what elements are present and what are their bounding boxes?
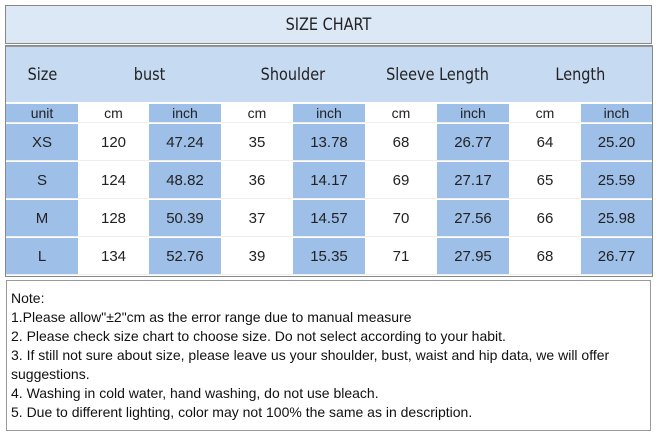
table-cell: 71 [365, 238, 437, 275]
title: SIZE CHART [285, 14, 372, 35]
table-cell: 134 [78, 238, 149, 275]
unit-cell: inch [293, 104, 365, 123]
column-header: bust [133, 64, 166, 85]
table-cell: 25.98 [581, 200, 652, 237]
table-cell: 27.17 [437, 162, 509, 199]
table-cell: M [6, 200, 78, 237]
table-cell: 47.24 [149, 124, 221, 161]
table-cell: 66 [509, 200, 581, 237]
table-cell: 68 [365, 124, 437, 161]
table-cell: 13.78 [293, 124, 365, 161]
note-line: 3. If still not sure about size, please … [11, 347, 610, 382]
column-header-cell: bust [78, 46, 221, 102]
note-line: 1.Please allow"±2"cm as the error range … [11, 309, 412, 325]
unit-cell: cm [78, 104, 149, 123]
table-cell: 27.95 [437, 238, 509, 275]
table-cell: 128 [78, 200, 149, 237]
table-cell: 124 [78, 162, 149, 199]
column-header-cell: Size [6, 46, 78, 102]
table-cell: 68 [509, 238, 581, 275]
table-cell: 25.20 [581, 124, 652, 161]
note-line: 5. Due to different lighting, color may … [11, 404, 473, 420]
note-line: 2. Please check size chart to choose siz… [11, 328, 506, 344]
column-header: Sleeve Length [385, 64, 489, 85]
table-cell: 48.82 [149, 162, 221, 199]
unit-cell: cm [221, 104, 293, 123]
note-line: 4. Washing in cold water, hand washing, … [11, 385, 379, 401]
unit-cell: unit [6, 104, 78, 123]
unit-cell: inch [581, 104, 652, 123]
notes: Note: 1.Please allow"±2"cm as the error … [6, 280, 651, 431]
table-cell: 64 [509, 124, 581, 161]
unit-cell: inch [437, 104, 509, 123]
table-cell: S [6, 162, 78, 199]
table-cell: 70 [365, 200, 437, 237]
table-cell: 69 [365, 162, 437, 199]
table-cell: 35 [221, 124, 293, 161]
column-header-cell: Length [509, 46, 652, 102]
column-header-cell: Shoulder [221, 46, 365, 102]
unit-cell: cm [365, 104, 437, 123]
table-cell: 39 [221, 238, 293, 275]
column-header: Shoulder [260, 64, 326, 85]
table-cell: L [6, 238, 78, 275]
table-cell: 120 [78, 124, 149, 161]
table-cell: 50.39 [149, 200, 221, 237]
column-header: Size [27, 64, 57, 85]
unit-cell: inch [149, 104, 221, 123]
column-header: Length [555, 64, 606, 85]
column-header-cell: Sleeve Length [365, 46, 509, 102]
table-cell: 27.56 [437, 200, 509, 237]
table-cell: XS [6, 124, 78, 161]
title-bar: SIZE CHART [5, 5, 652, 44]
table-cell: 26.77 [437, 124, 509, 161]
table-cell: 26.77 [581, 238, 652, 275]
table-cell: 14.17 [293, 162, 365, 199]
unit-cell: cm [509, 104, 581, 123]
notes-label: Note: [11, 290, 45, 306]
table-cell: 14.57 [293, 200, 365, 237]
table-cell: 52.76 [149, 238, 221, 275]
table-cell: 36 [221, 162, 293, 199]
table-cell: 15.35 [293, 238, 365, 275]
table-cell: 37 [221, 200, 293, 237]
table-cell: 65 [509, 162, 581, 199]
table-cell: 25.59 [581, 162, 652, 199]
